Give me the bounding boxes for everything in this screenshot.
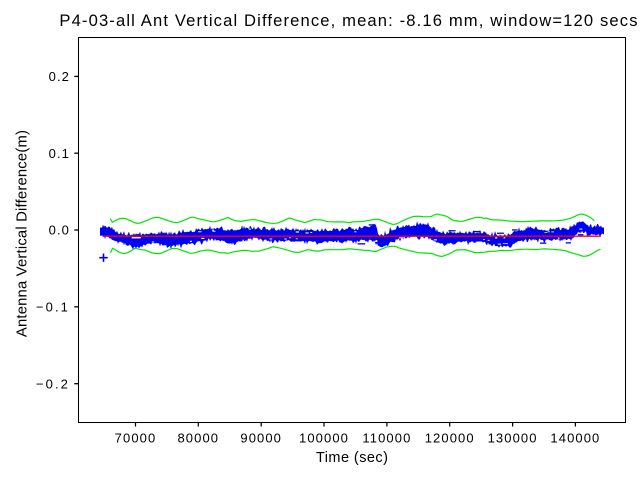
svg-text:70000: 70000 — [115, 430, 157, 445]
svg-text:−0.2: −0.2 — [36, 376, 70, 391]
svg-text:130000: 130000 — [488, 430, 538, 445]
svg-text:0.0: 0.0 — [49, 223, 70, 238]
svg-text:−0.1: −0.1 — [36, 300, 70, 315]
svg-text:80000: 80000 — [177, 430, 219, 445]
svg-text:Antenna Vertical Difference(m): Antenna Vertical Difference(m) — [14, 130, 30, 337]
svg-text:110000: 110000 — [362, 430, 411, 445]
svg-text:P4-03-all Ant Vertical Differe: P4-03-all Ant Vertical Difference, mean:… — [59, 11, 638, 30]
svg-text:120000: 120000 — [425, 430, 475, 445]
svg-text:140000: 140000 — [550, 430, 600, 445]
svg-text:0.2: 0.2 — [49, 69, 70, 84]
svg-text:100000: 100000 — [299, 430, 349, 445]
svg-text:Time (sec): Time (sec) — [316, 450, 388, 466]
svg-text:90000: 90000 — [240, 430, 282, 445]
svg-text:0.1: 0.1 — [49, 146, 70, 161]
